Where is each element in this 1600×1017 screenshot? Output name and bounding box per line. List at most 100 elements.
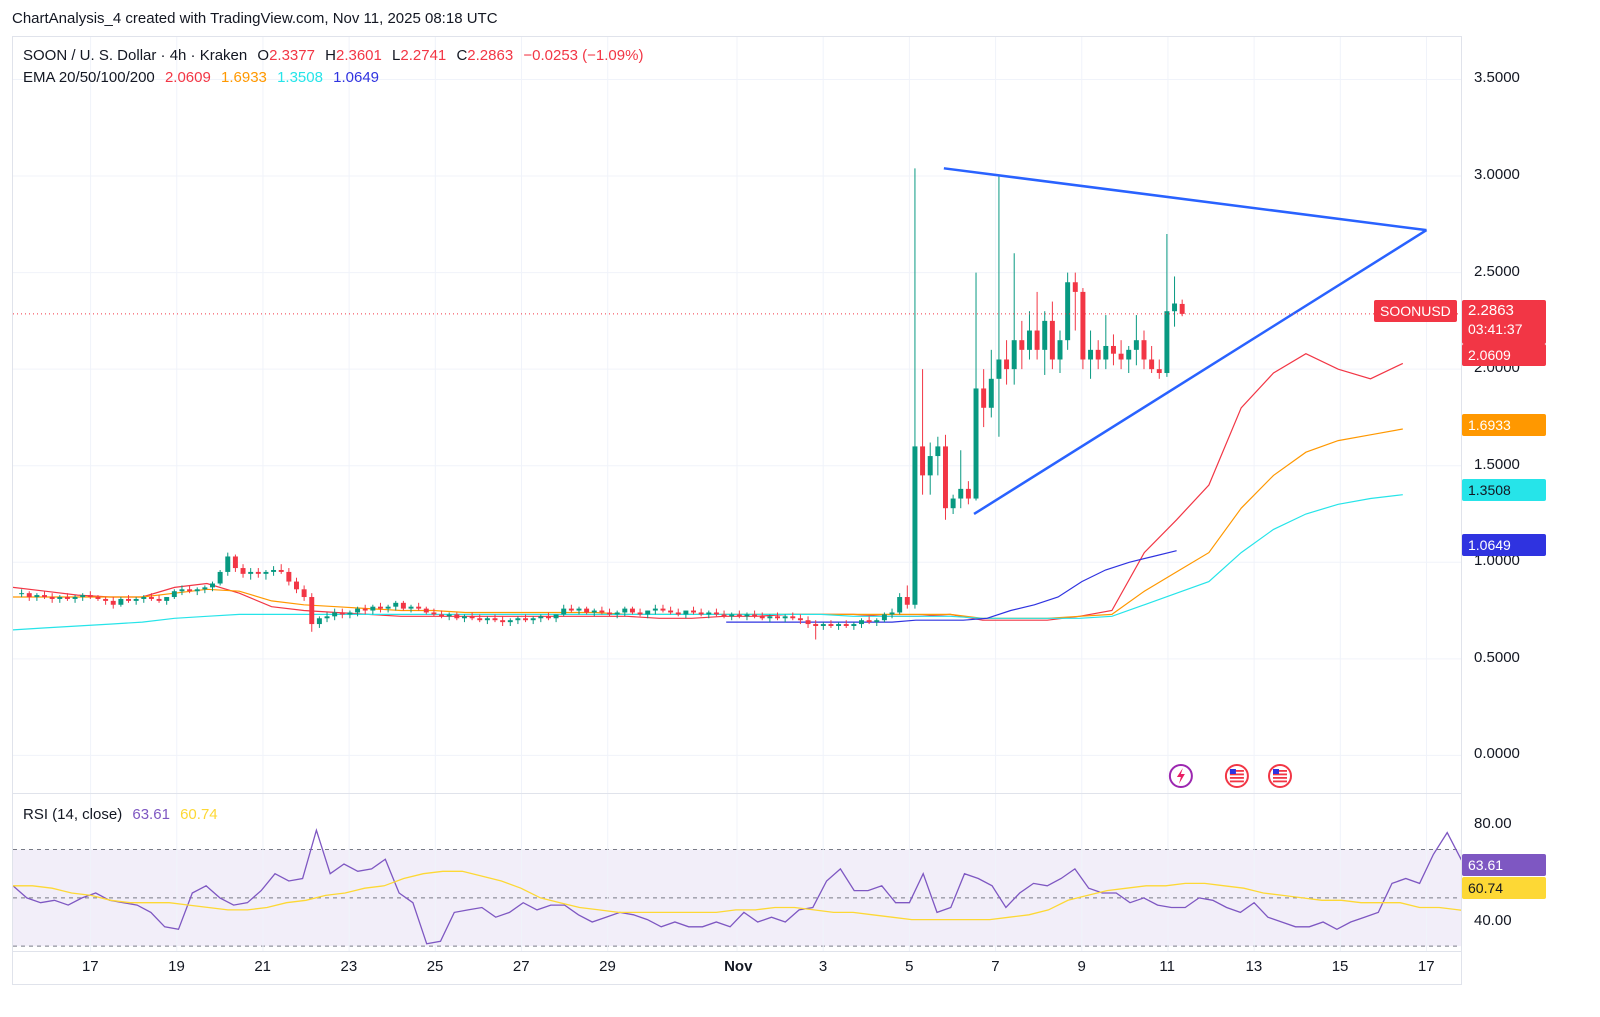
candle-body <box>240 568 246 574</box>
candle-body <box>232 556 238 569</box>
candle-body <box>210 583 215 588</box>
candle-body <box>1164 311 1170 374</box>
us-flag-icon-stripe <box>1273 773 1287 776</box>
candle-body <box>377 606 383 609</box>
price-chart-svg[interactable] <box>13 37 1461 794</box>
ema20-price-tag: 2.0609 <box>1462 344 1546 366</box>
candle-body <box>775 616 780 619</box>
time-axis-label: 29 <box>599 958 616 975</box>
candle-body <box>752 614 758 617</box>
candle-body <box>492 618 498 621</box>
candle-body <box>1126 349 1132 360</box>
candle-body <box>790 616 796 619</box>
candle-body <box>19 593 25 595</box>
price-axis-label: 2.5000 <box>1474 262 1520 280</box>
price-axis-label: 1.5000 <box>1474 455 1520 473</box>
candle-body <box>782 616 788 619</box>
symbol-name[interactable]: SOON / U. S. Dollar · 4h · Kraken <box>23 47 248 64</box>
candle-body <box>545 616 551 619</box>
time-axis-label: 21 <box>254 958 272 975</box>
ema-legend: EMA 20/50/100/200 2.0609 1.6933 1.3508 1… <box>23 69 385 86</box>
candle-body <box>385 606 391 609</box>
candle-body <box>805 620 811 625</box>
us-flag-icon-stripe <box>1229 780 1244 783</box>
candle-body <box>179 589 185 592</box>
candle-body <box>889 612 895 615</box>
ema100-tag-value: 1.3508 <box>1468 482 1511 498</box>
candle-body <box>828 624 834 626</box>
rsi-price-tag: 63.61 <box>1462 854 1546 876</box>
us-flag-icon-canton <box>1229 769 1236 774</box>
candle-body <box>110 600 116 605</box>
candle-body <box>935 446 941 457</box>
price-panel[interactable]: SOON / U. S. Dollar · 4h · Kraken O2.337… <box>12 36 1462 794</box>
candle-body <box>729 614 735 617</box>
candle-body <box>691 610 697 613</box>
price-axis-label: 3.5000 <box>1474 69 1520 87</box>
ema-label[interactable]: EMA 20/50/100/200 <box>23 69 155 86</box>
candle-body <box>706 612 712 615</box>
candle-body <box>759 616 765 619</box>
candle-body <box>1042 320 1048 350</box>
candle-body <box>622 608 628 613</box>
us-flag-icon-stripe <box>1273 780 1287 783</box>
candle-body <box>370 606 376 611</box>
candle-body <box>477 618 483 621</box>
candle-body <box>316 618 322 625</box>
candle-body <box>80 595 86 598</box>
candle-body <box>49 597 55 599</box>
candle-body <box>484 618 490 621</box>
candle-body <box>927 456 933 476</box>
candle-body <box>943 446 948 509</box>
candle-body <box>523 618 529 621</box>
candle-body <box>446 614 452 617</box>
candle-body <box>599 610 605 613</box>
low-label: L <box>392 47 401 64</box>
us-flag-icon-stripe <box>1273 777 1287 779</box>
candle-body <box>57 597 63 599</box>
candle-body <box>637 612 643 615</box>
candle-body <box>1149 359 1155 370</box>
rsi-ma-line <box>13 870 1461 921</box>
time-axis[interactable]: 17 19 21 23 25 27 29 Nov 3 5 7 9 11 13 15 17 <box>12 950 1462 985</box>
price-axis-label: 0.5000 <box>1474 648 1520 666</box>
candle-body <box>416 606 422 609</box>
rsi-chart-svg[interactable] <box>13 794 1461 951</box>
candle-body <box>629 608 635 613</box>
time-axis-label: 13 <box>1245 958 1263 975</box>
candle-body <box>584 608 590 613</box>
rsi-panel[interactable]: RSI (14, close) 63.61 60.74 <box>12 793 1462 952</box>
symbol-tag-label: SOONUSD <box>1380 303 1451 319</box>
rsi-ma-price-tag: 60.74 <box>1462 877 1546 899</box>
close-label: C <box>456 47 468 64</box>
candle-body <box>34 595 40 598</box>
rsi-ma-value: 60.74 <box>180 806 218 823</box>
time-axis-label: 27 <box>512 958 530 975</box>
candle-body <box>1110 345 1116 354</box>
candle-body <box>255 571 261 574</box>
candle-body <box>645 610 651 615</box>
price-axis-label: 3.0000 <box>1474 166 1520 184</box>
rsi-label[interactable]: RSI (14, close) <box>23 806 123 823</box>
candle-body <box>767 616 773 619</box>
candle-body <box>26 593 32 598</box>
candle-body <box>553 614 559 619</box>
candle-body <box>454 614 460 619</box>
ema200-value: 1.0649 <box>333 69 380 86</box>
us-flag-icon-ring <box>1224 764 1249 788</box>
candle-body <box>1019 340 1025 350</box>
chart-header: ChartAnalysis_4 created with TradingView… <box>12 10 498 27</box>
candle-body <box>1026 330 1032 350</box>
candle-body <box>1095 349 1101 360</box>
lightning-event-icon-bolt <box>1176 768 1185 784</box>
candle-body <box>614 612 620 615</box>
close-value: 2.2863 <box>467 47 514 64</box>
candle-body <box>1179 303 1185 314</box>
candle-body <box>721 614 727 617</box>
candle-body <box>912 446 918 605</box>
candle-body <box>996 359 1002 379</box>
candle-body <box>859 620 864 625</box>
candle-body <box>820 624 826 626</box>
us-flag-icon <box>1224 764 1249 788</box>
candle-body <box>698 612 704 615</box>
